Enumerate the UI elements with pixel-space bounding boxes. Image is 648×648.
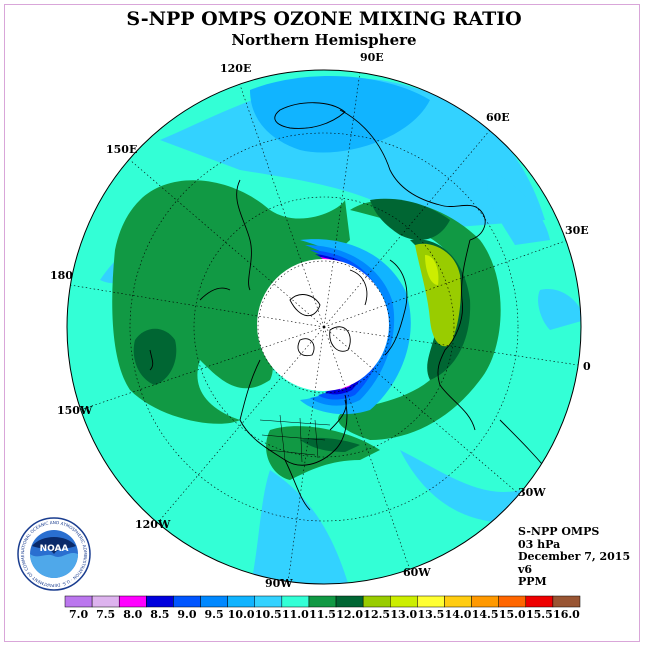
coast-east-asia	[236, 179, 252, 291]
coast-greenland	[349, 269, 368, 306]
meridian-180	[69, 284, 325, 328]
region-green-east	[338, 200, 501, 440]
region-yellow-max-core	[425, 255, 439, 285]
noaa-logo: NATIONAL OCEANIC AND ATMOSPHERIC ADMINIS…	[16, 516, 91, 591]
us-state-lines	[259, 414, 331, 463]
coast-kamchatka	[199, 287, 231, 301]
coast-east-us	[329, 394, 347, 431]
lon-label-120w: 120W	[135, 518, 171, 531]
region-blue-north	[250, 76, 430, 153]
lon-label-60w: 60W	[403, 566, 431, 579]
lon-label-180: 180	[50, 269, 73, 282]
map-title: S-NPP OMPS OZONE MIXING RATIO	[126, 8, 522, 30]
meridian-90w	[287, 326, 325, 583]
logo-name: NOAA	[40, 544, 69, 554]
hemisphere-boundary	[66, 69, 582, 585]
logo-wave	[30, 553, 78, 578]
coast-arctic-islands	[289, 294, 351, 357]
graticule-lat-40	[129, 132, 519, 522]
region-dark-green-south	[300, 437, 360, 452]
meridian-120e	[239, 84, 325, 328]
region-light-blue-east	[538, 289, 581, 330]
meridian-60e	[323, 129, 491, 328]
meridian-150e	[129, 159, 325, 328]
graticule-lat-80	[257, 260, 391, 394]
meridian-0	[323, 326, 579, 366]
info-units: PPM	[518, 575, 547, 588]
lon-label-90w: 90W	[265, 577, 293, 590]
lon-label-30e: 30E	[565, 224, 589, 237]
info-instrument: S-NPP OMPS	[518, 525, 600, 538]
graticule-lat-60	[193, 196, 455, 458]
region-yellow-green-max	[415, 243, 461, 347]
lon-label-60e: 60E	[486, 111, 510, 124]
coast-central-asia	[274, 102, 346, 129]
coast-scandinavia	[384, 259, 408, 356]
longitude-labels: 90E 60E 30E 0 30W 60W 90W 120W 150W 180 …	[50, 51, 591, 590]
map-subtitle: Northern Hemisphere	[231, 31, 417, 49]
lon-label-30w: 30W	[518, 486, 546, 499]
coast-europe	[437, 239, 476, 431]
no-data-polar-night	[257, 259, 389, 391]
info-date: December 7, 2015	[518, 550, 631, 563]
lon-label-0: 0	[583, 360, 591, 373]
lon-label-150e: 150E	[106, 143, 137, 156]
logo-bird-icon	[32, 537, 76, 554]
us-state-grid	[259, 414, 331, 463]
region-light-blue-ne	[487, 170, 550, 245]
product-info: S-NPP OMPS 03 hPa December 7, 2015 v6 PP…	[518, 525, 631, 589]
ozone-field	[67, 70, 581, 584]
coast-hawaii	[149, 349, 154, 371]
meridian-150w	[79, 326, 325, 411]
graticule	[69, 71, 579, 583]
coast-mexico	[284, 459, 311, 511]
region-light-blue-south	[250, 470, 350, 584]
region-green-south	[266, 426, 380, 480]
lon-label-150w: 150W	[57, 404, 93, 417]
info-level: 03 hPa	[518, 537, 561, 551]
info-version: v6	[518, 562, 533, 576]
meridian-30w	[323, 326, 521, 496]
plot-frame	[4, 4, 640, 642]
meridian-90e	[323, 71, 361, 328]
lon-label-90e: 90E	[360, 51, 384, 64]
region-light-blue-se	[400, 450, 530, 523]
region-dark-green-ne	[370, 198, 450, 240]
region-dark-green-west	[133, 328, 177, 385]
meridian-60w	[323, 326, 411, 571]
lon-label-120e: 120E	[220, 62, 251, 75]
